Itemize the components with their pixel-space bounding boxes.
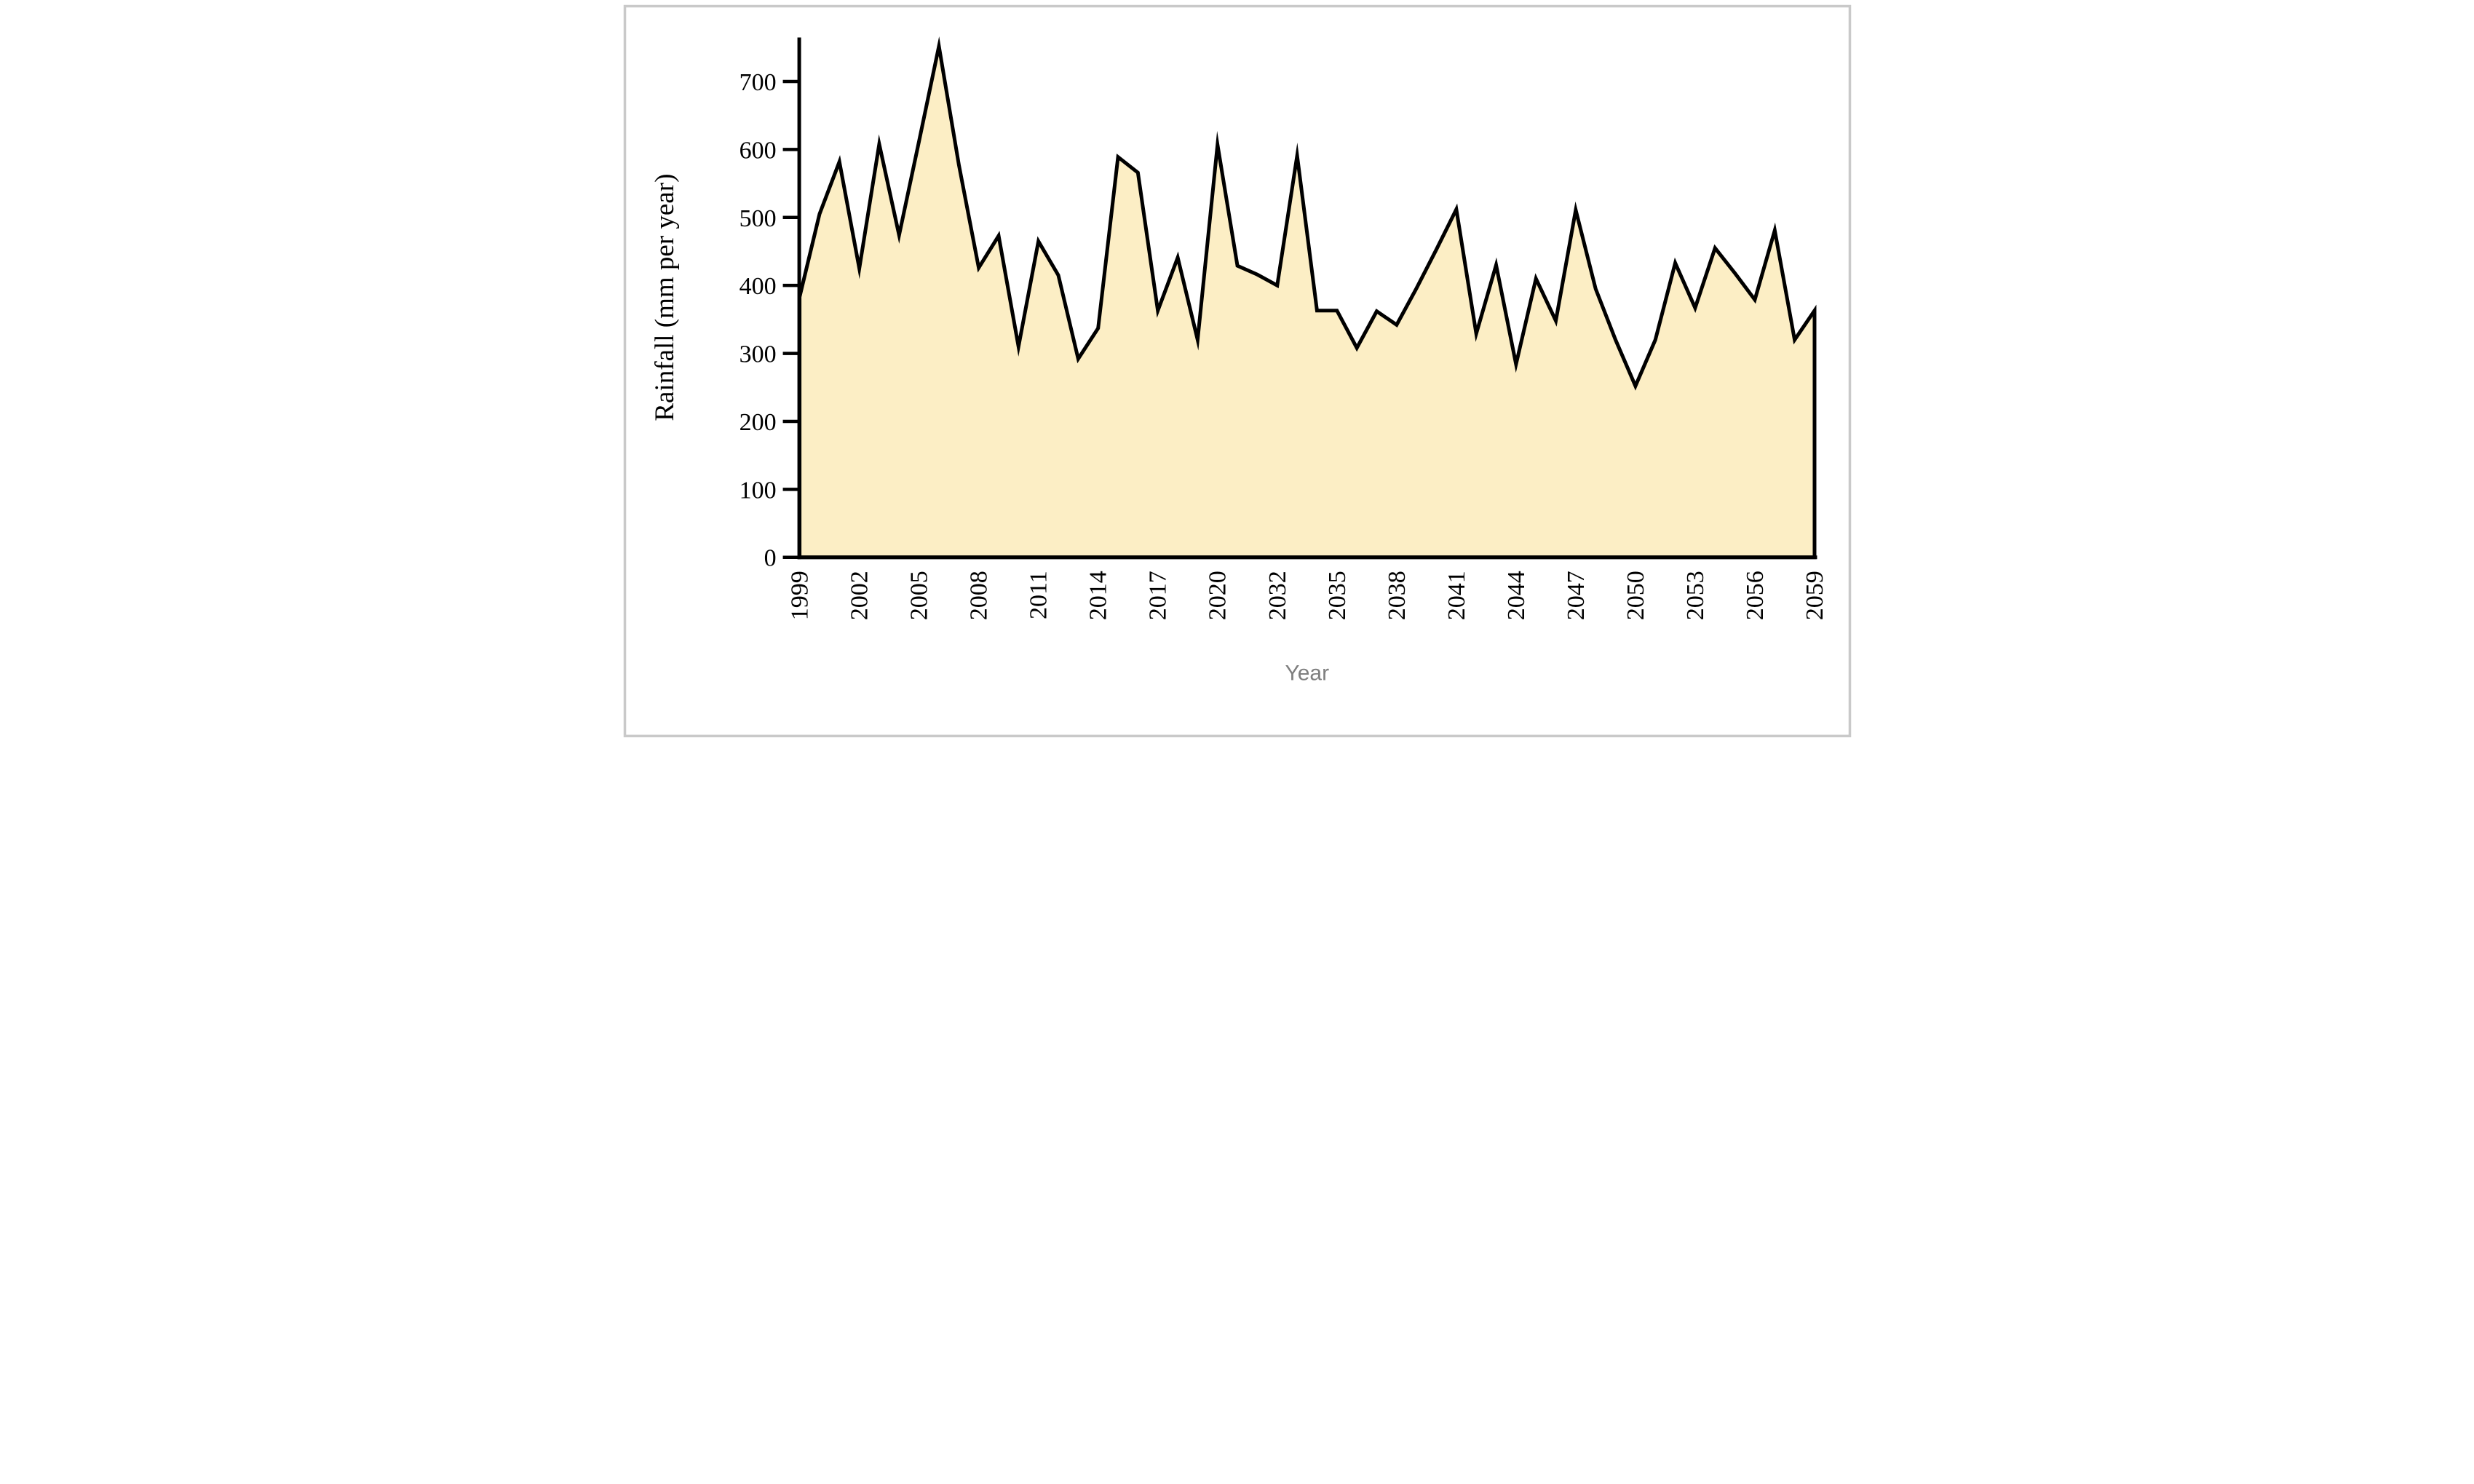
rainfall-area-series (797, 36, 1816, 560)
svg-text:2017: 2017 (1144, 571, 1171, 620)
svg-text:600: 600 (739, 137, 776, 164)
svg-text:400: 400 (739, 273, 776, 300)
svg-text:2053: 2053 (1681, 571, 1708, 620)
chart-canvas: 0 100 200 300 400 500 600 700 1999 2002 2005 2008 2… (618, 0, 1856, 742)
svg-text:2050: 2050 (1622, 571, 1649, 620)
svg-text:2056: 2056 (1741, 571, 1768, 620)
svg-text:2059: 2059 (1801, 571, 1828, 620)
svg-text:2044: 2044 (1502, 571, 1529, 620)
rainfall-area-chart-figure: 0 100 200 300 400 500 600 700 1999 2002 2005 2008 2… (618, 0, 1856, 742)
svg-text:2047: 2047 (1562, 571, 1589, 620)
svg-text:700: 700 (739, 69, 776, 96)
x-axis-title: Year (1285, 661, 1329, 685)
svg-text:200: 200 (739, 409, 776, 436)
svg-text:2041: 2041 (1443, 571, 1470, 620)
svg-text:500: 500 (739, 205, 776, 232)
svg-text:2011: 2011 (1025, 571, 1052, 619)
svg-text:1999: 1999 (786, 571, 813, 620)
svg-text:2038: 2038 (1383, 571, 1410, 620)
y-axis-tick-labels: 0 100 200 300 400 500 600 700 (739, 69, 799, 572)
svg-text:2005: 2005 (905, 571, 932, 620)
svg-text:300: 300 (739, 341, 776, 368)
svg-text:2035: 2035 (1323, 571, 1350, 620)
x-axis-tick-labels: 1999 2002 2005 2008 2011 2014 2017 2020 2032 2035… (786, 571, 1828, 620)
svg-text:100: 100 (739, 477, 776, 504)
svg-text:0: 0 (764, 545, 776, 572)
svg-text:2002: 2002 (846, 571, 873, 620)
svg-text:2020: 2020 (1204, 571, 1231, 620)
svg-text:2014: 2014 (1085, 571, 1111, 620)
svg-text:2008: 2008 (965, 571, 992, 620)
axes (797, 37, 1817, 560)
y-axis-title: Rainfall (mm per year) (650, 174, 680, 421)
svg-text:2032: 2032 (1264, 571, 1290, 620)
